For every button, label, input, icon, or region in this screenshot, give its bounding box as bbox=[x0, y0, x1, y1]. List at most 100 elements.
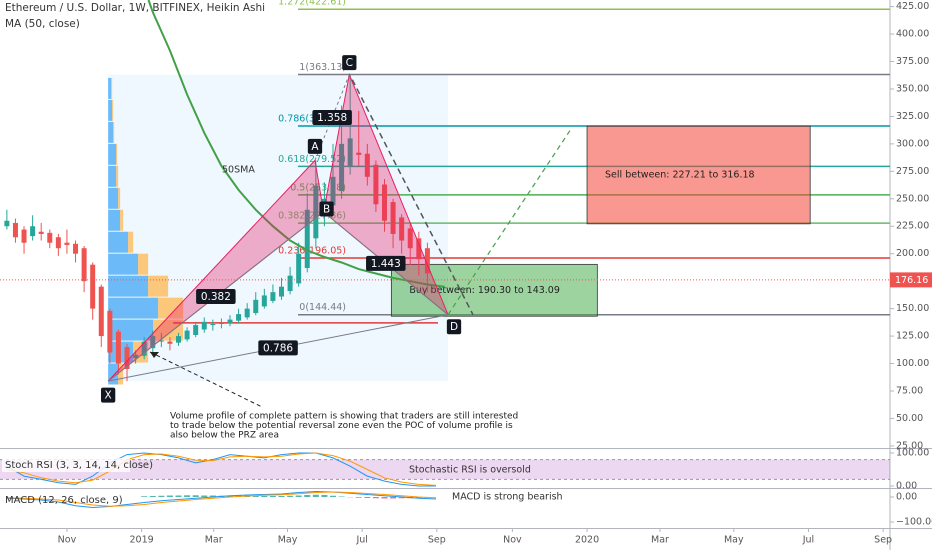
fib-label: 0.382(227.86) bbox=[278, 211, 346, 222]
volume-down bbox=[118, 363, 124, 385]
macd-histogram bbox=[355, 497, 362, 498]
volume-down bbox=[113, 121, 115, 143]
candle-body bbox=[287, 275, 293, 292]
macd-note: MACD is strong bearish bbox=[452, 492, 563, 503]
macd-histogram bbox=[158, 495, 165, 497]
candle-body bbox=[133, 354, 139, 359]
volume-up bbox=[108, 231, 129, 253]
candle-body bbox=[270, 292, 276, 301]
pattern-ratio: 1.443 bbox=[371, 258, 401, 270]
volume-up bbox=[108, 143, 117, 165]
y-tick-label: 325.00 bbox=[896, 111, 929, 122]
pattern-point-label: X bbox=[105, 390, 112, 402]
candle-body bbox=[210, 323, 216, 326]
volume-down bbox=[120, 209, 124, 231]
macd-histogram bbox=[192, 495, 199, 497]
fib-label: 1(363.13) bbox=[299, 62, 346, 73]
stoch-tick-label: 100.00 bbox=[896, 447, 929, 458]
candle-body bbox=[399, 217, 405, 241]
macd-histogram bbox=[175, 495, 182, 497]
macd-tick-label: −100.00 bbox=[896, 517, 932, 528]
macd-histogram bbox=[201, 495, 208, 497]
x-tick-label: May bbox=[278, 535, 298, 546]
stoch-line bbox=[6, 452, 437, 486]
y-tick-label: 200.00 bbox=[896, 248, 929, 259]
macd-histogram bbox=[304, 495, 311, 497]
candle-body bbox=[364, 153, 370, 177]
pattern-point-label-box bbox=[100, 387, 116, 403]
candle-body bbox=[115, 331, 121, 364]
stoch-title: Stoch RSI (3, 3, 14, 14, close) bbox=[5, 460, 153, 471]
candle-body bbox=[407, 228, 413, 249]
last-price-tag bbox=[890, 272, 932, 288]
x-tick-label: Mar bbox=[651, 535, 669, 546]
macd-histogram bbox=[166, 495, 173, 497]
volume-up bbox=[108, 253, 139, 275]
candle-body bbox=[150, 336, 156, 349]
y-tick-label: 250.00 bbox=[896, 193, 929, 204]
candle-body bbox=[201, 321, 207, 330]
volume-up bbox=[108, 121, 114, 143]
candle-body bbox=[47, 232, 53, 243]
macd-title: MACD (12, 26, close, 9) bbox=[5, 495, 123, 506]
pattern-ratio: 1.358 bbox=[317, 112, 347, 124]
candle-body bbox=[347, 138, 353, 167]
candle-body bbox=[424, 248, 430, 274]
chart-title: Ethereum / U.S. Dollar, 1W, BITFINEX, He… bbox=[5, 2, 265, 14]
fib-label: 0.618(279.52) bbox=[278, 154, 346, 165]
candle-body bbox=[55, 237, 61, 249]
zone bbox=[586, 125, 811, 225]
volume-up bbox=[108, 275, 149, 297]
macd-histogram bbox=[312, 494, 319, 497]
candle-body bbox=[193, 325, 199, 335]
candle-body bbox=[30, 226, 36, 237]
x-tick-label: 2019 bbox=[130, 535, 154, 546]
volume-down bbox=[158, 297, 184, 319]
volume-up bbox=[108, 209, 121, 231]
macd-histogram bbox=[329, 495, 336, 497]
macd-histogram bbox=[295, 495, 302, 497]
pattern-point-label: D bbox=[450, 321, 458, 333]
pattern-point-label-box bbox=[307, 138, 323, 154]
y-tick-label: 125.00 bbox=[896, 331, 929, 342]
candle-body bbox=[253, 299, 259, 314]
volume-down bbox=[148, 275, 169, 297]
y-tick-label: 350.00 bbox=[896, 83, 929, 94]
pattern-ratio-box bbox=[366, 255, 406, 271]
pattern-point-label-box bbox=[319, 201, 334, 217]
candle-body bbox=[73, 243, 79, 254]
fib-label: 1.272(422.61) bbox=[278, 0, 346, 8]
x-tick-label: Jul bbox=[355, 535, 367, 546]
annotation: also below the PRZ area bbox=[170, 431, 279, 441]
candle-body bbox=[90, 264, 96, 309]
fib-label: 0.236(196.05) bbox=[278, 246, 346, 257]
ma-line bbox=[147, 0, 445, 288]
x-tick-label: Jul bbox=[802, 535, 814, 546]
macd-histogram bbox=[227, 495, 234, 497]
projection-down bbox=[351, 79, 474, 316]
fib-label: 0(144.44) bbox=[299, 302, 346, 313]
x-tick-label: Sep bbox=[428, 535, 446, 546]
zone-label: Sell between: 227.21 to 316.18 bbox=[605, 169, 755, 180]
macd-histogram bbox=[184, 495, 191, 497]
candle-body bbox=[184, 330, 190, 340]
candle-body bbox=[107, 310, 113, 353]
volume-up bbox=[108, 297, 159, 319]
annotation-arrowhead bbox=[150, 352, 159, 358]
candle-body bbox=[218, 322, 224, 324]
y-tick-label: 100.00 bbox=[896, 358, 929, 369]
macd-histogram bbox=[364, 497, 371, 498]
candle-body bbox=[390, 202, 396, 234]
macd-histogram bbox=[287, 495, 294, 497]
pattern-ratio-box bbox=[312, 110, 352, 126]
candle-body bbox=[339, 143, 345, 192]
stoch-line bbox=[6, 452, 436, 487]
candle-body bbox=[304, 209, 310, 268]
macd-histogram bbox=[149, 496, 156, 497]
y-tick-label: 25.00 bbox=[896, 440, 923, 451]
volume-down bbox=[118, 187, 121, 209]
x-tick-label: Mar bbox=[205, 535, 223, 546]
pattern-point-label-box bbox=[446, 319, 462, 335]
